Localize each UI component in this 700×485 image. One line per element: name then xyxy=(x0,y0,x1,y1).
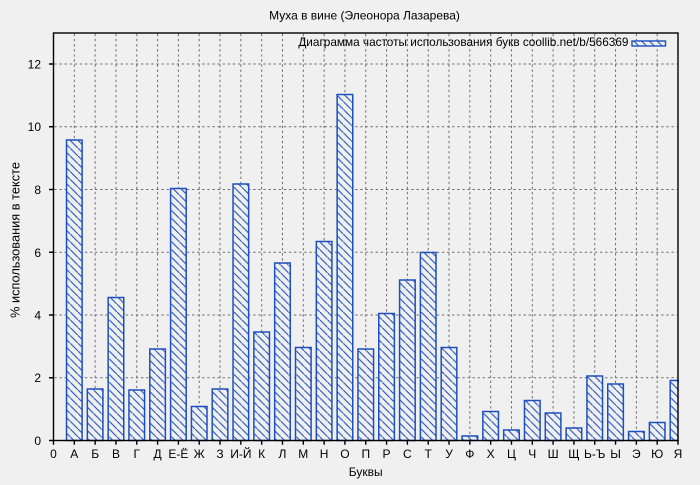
svg-text:6: 6 xyxy=(34,246,41,260)
svg-text:% использования в тексте: % использования в тексте xyxy=(8,162,23,318)
svg-text:8: 8 xyxy=(34,183,41,197)
svg-text:С: С xyxy=(403,447,412,461)
svg-text:К: К xyxy=(258,447,265,461)
svg-text:Ж: Ж xyxy=(194,447,205,461)
svg-text:П: П xyxy=(361,447,370,461)
svg-text:Щ: Щ xyxy=(568,447,579,461)
svg-text:0: 0 xyxy=(34,434,41,448)
svg-text:Ц: Ц xyxy=(507,447,516,461)
svg-text:Ш: Ш xyxy=(548,447,559,461)
svg-text:Б: Б xyxy=(91,447,99,461)
svg-text:И-Й: И-Й xyxy=(230,446,251,461)
svg-text:У: У xyxy=(445,447,453,461)
svg-text:А: А xyxy=(70,447,78,461)
svg-text:Н: Н xyxy=(320,447,329,461)
svg-text:0: 0 xyxy=(50,447,57,461)
svg-text:В: В xyxy=(112,447,120,461)
svg-text:Г: Г xyxy=(134,447,141,461)
svg-text:Д: Д xyxy=(154,447,162,461)
svg-text:Т: Т xyxy=(425,447,433,461)
svg-text:2: 2 xyxy=(34,371,41,385)
svg-text:4: 4 xyxy=(34,309,41,323)
svg-text:Ь-Ъ: Ь-Ъ xyxy=(584,447,605,461)
svg-text:Х: Х xyxy=(487,447,495,461)
svg-text:Э: Э xyxy=(632,447,641,461)
svg-text:Ы: Ы xyxy=(610,447,621,461)
svg-text:Ч: Ч xyxy=(528,447,536,461)
svg-text:10: 10 xyxy=(28,120,42,134)
svg-text:Ф: Ф xyxy=(465,447,474,461)
svg-text:Диаграмма частоты использовани: Диаграмма частоты использования букв coo… xyxy=(298,35,628,49)
svg-text:Е-Ё: Е-Ё xyxy=(168,447,188,461)
svg-text:12: 12 xyxy=(28,58,42,72)
svg-text:М: М xyxy=(298,447,308,461)
svg-text:З: З xyxy=(216,447,223,461)
svg-text:Муха в вине (Элеонора Лазарева: Муха в вине (Элеонора Лазарева) xyxy=(269,9,460,23)
svg-text:Р: Р xyxy=(383,447,391,461)
svg-text:Л: Л xyxy=(279,447,287,461)
svg-text:Я: Я xyxy=(674,447,683,461)
svg-text:О: О xyxy=(340,447,349,461)
svg-text:Ю: Ю xyxy=(651,447,663,461)
svg-text:Буквы: Буквы xyxy=(349,465,383,479)
